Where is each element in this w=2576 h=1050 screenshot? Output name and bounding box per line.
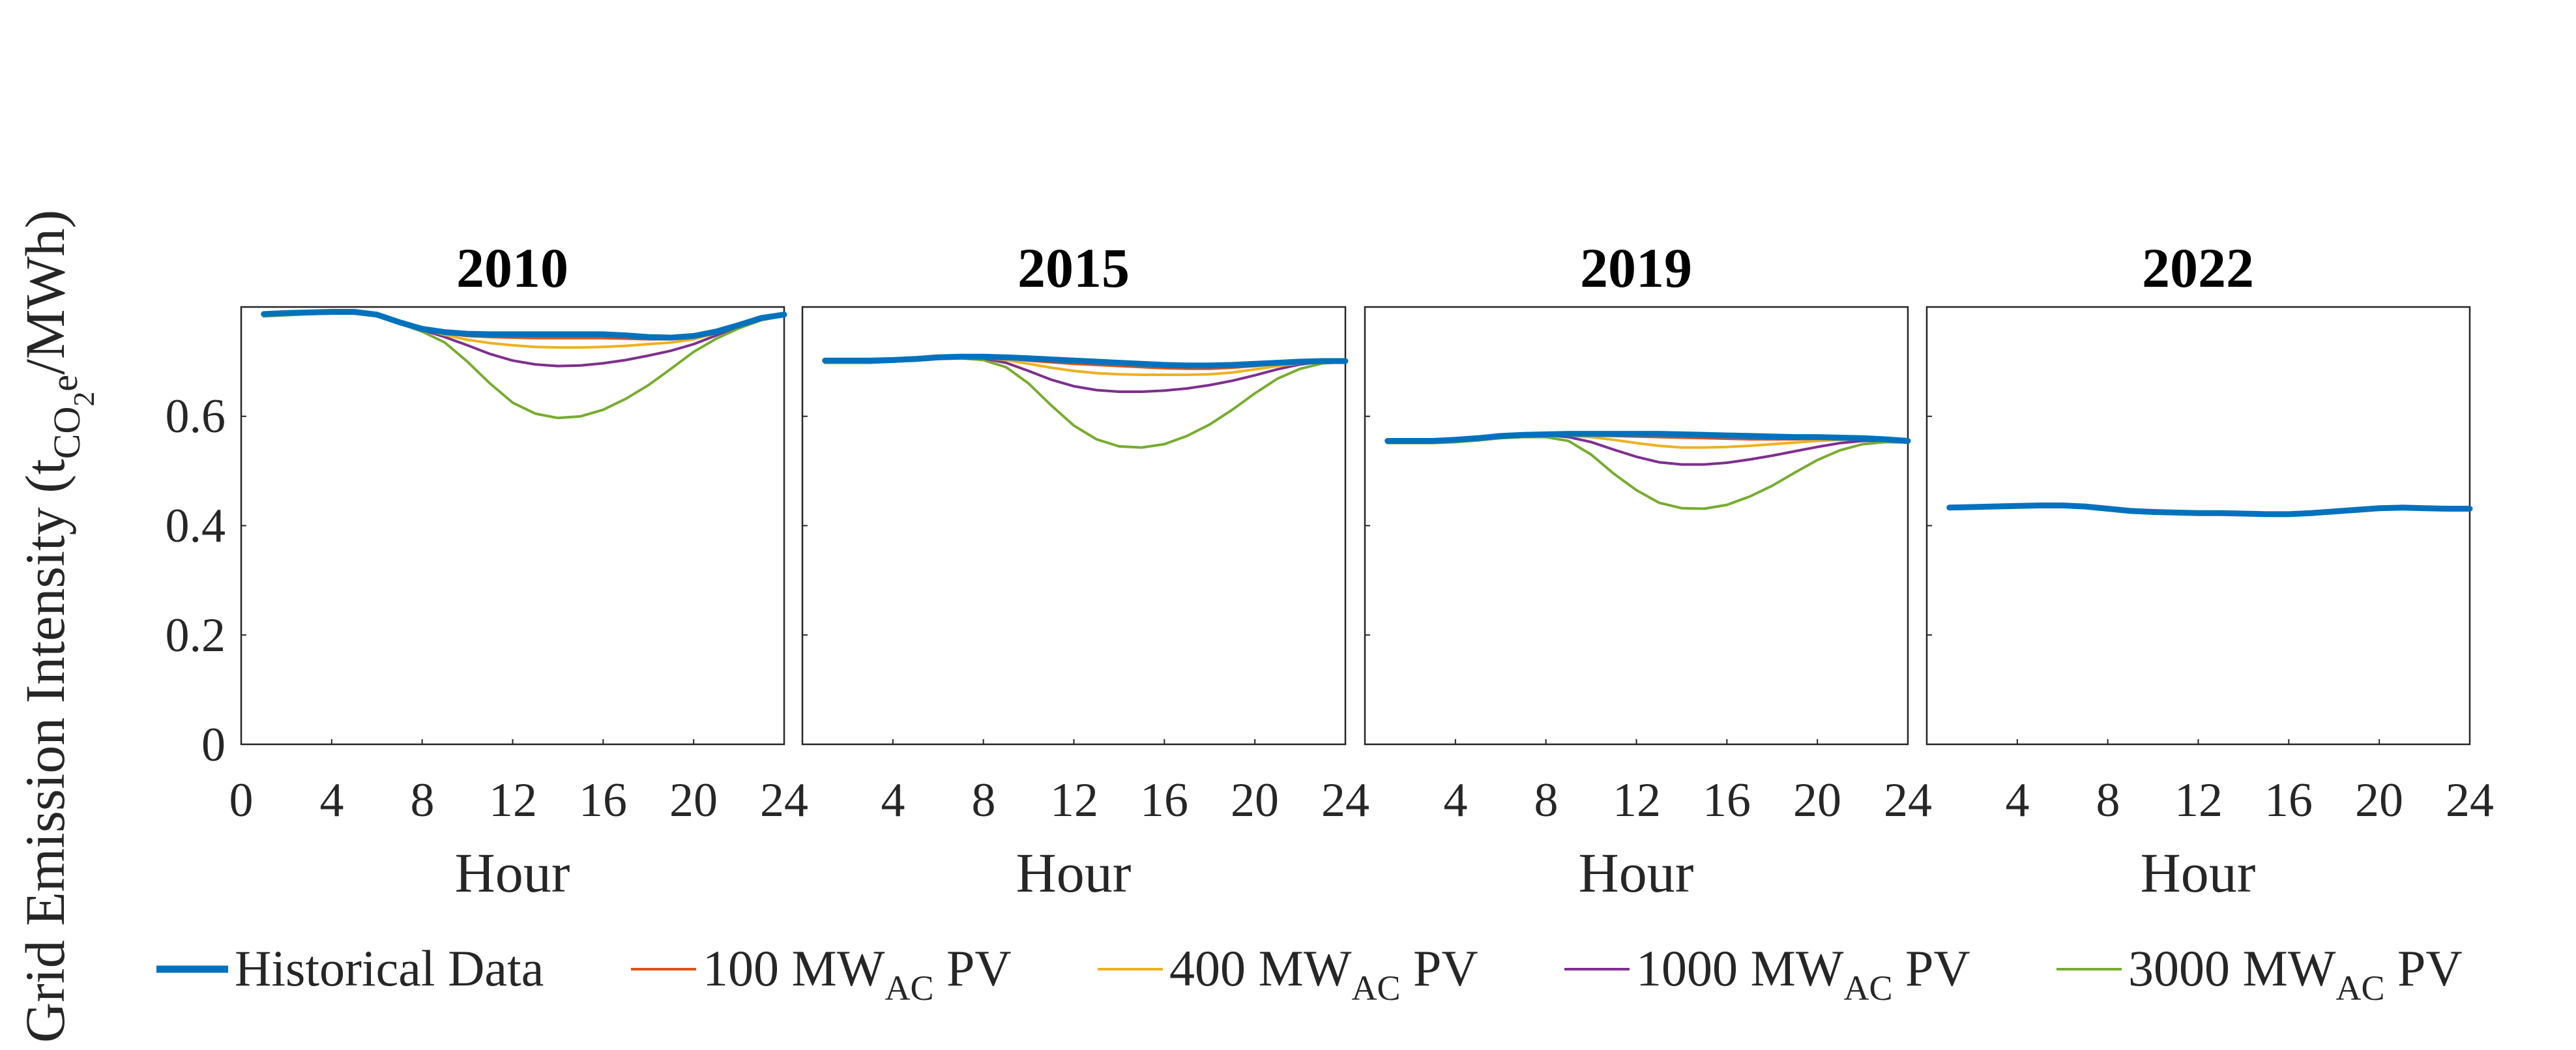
panel-2010: 2010 0 4 8 12 16 20 24 Hour (229, 237, 809, 904)
x-tick-label: 4 (1444, 774, 1468, 827)
y-axis-label-suffix: /MWh) (14, 210, 76, 375)
x-tick-label: 12 (2174, 774, 2223, 827)
series-line-historical (261, 309, 787, 341)
legend-label-pv3000: 3000 MWAC PV (2128, 940, 2463, 1008)
tick-marks (1364, 415, 1909, 745)
x-tick-label: 8 (972, 774, 996, 827)
y-tick-label: 0.6 (166, 390, 226, 443)
x-ticks: 0 4 8 12 16 20 24 (229, 774, 809, 827)
panel-2022: 2022 4 8 12 16 20 24 Hour (1925, 237, 2495, 904)
x-ticks: 4 8 12 16 20 24 (881, 774, 1370, 827)
y-tick-label: 0.4 (166, 499, 226, 553)
x-axis-label: Hour (1579, 841, 1694, 904)
y-axis-label-prefix: Grid Emission Intensity (t (14, 459, 76, 1043)
legend-label-historical: Historical Data (235, 940, 544, 997)
x-axis-label: Hour (1016, 841, 1132, 904)
panel-frame (1364, 306, 1909, 746)
panel-title: 2019 (1580, 237, 1692, 299)
y-tick-labels: 0 0.2 0.4 0.6 (166, 390, 226, 772)
x-tick-label: 24 (1321, 774, 1369, 827)
series-line-historical (822, 353, 1349, 369)
x-tick-label: 16 (1703, 774, 1751, 827)
series-lines (1926, 415, 2473, 745)
y-axis-label-sub-e: e (43, 375, 85, 392)
panel-frame (801, 306, 1347, 746)
x-ticks: 4 8 12 16 20 24 (2006, 774, 2495, 827)
y-axis-label-sub-co: CO (46, 407, 88, 459)
legend-label-pv100: 100 MWAC PV (703, 940, 1012, 1008)
x-tick-label: 4 (2006, 774, 2030, 827)
x-tick-label: 4 (881, 774, 905, 827)
x-tick-label: 24 (2446, 774, 2494, 827)
x-tick-label: 16 (1140, 774, 1188, 827)
series-line-historical (1946, 503, 2473, 518)
tick-marks (241, 415, 785, 745)
x-tick-label: 12 (1613, 774, 1661, 827)
panel-title: 2015 (1017, 237, 1130, 299)
x-tick-label: 8 (1534, 774, 1559, 827)
tick-marks (1926, 415, 2470, 745)
x-tick-label: 20 (1793, 774, 1841, 827)
x-tick-label: 20 (669, 774, 718, 827)
tick-marks (802, 415, 1346, 745)
y-axis-label: Grid Emission Intensity (tCO2e/MWh) (14, 210, 100, 1043)
x-axis-label: Hour (455, 841, 570, 904)
x-tick-label: 24 (1884, 774, 1932, 827)
x-axis-label: Hour (2141, 841, 2256, 904)
x-tick-label: 20 (2355, 774, 2403, 827)
panel-2015: 2015 4 8 12 16 20 24 Hour (801, 237, 1370, 904)
x-tick-label: 8 (411, 774, 435, 827)
x-tick-label: 8 (2096, 774, 2120, 827)
series-lines (1364, 415, 1911, 745)
y-tick-label: 0.2 (166, 609, 226, 662)
x-tick-label: 4 (320, 774, 344, 827)
y-tick-label: 0 (201, 718, 226, 772)
panel-frame (1925, 306, 2471, 746)
panel-title: 2022 (2142, 237, 2254, 299)
x-tick-label: 0 (229, 774, 254, 827)
x-tick-label: 24 (760, 774, 808, 827)
panel-2019: 2019 4 8 12 16 20 24 Hour (1364, 237, 1933, 904)
panel-title: 2010 (456, 237, 568, 299)
x-tick-label: 16 (2264, 774, 2313, 827)
x-tick-label: 12 (1050, 774, 1098, 827)
legend-label-pv1000: 1000 MWAC PV (1636, 940, 1970, 1008)
y-axis-label-sub-2: 2 (67, 392, 100, 407)
x-ticks: 4 8 12 16 20 24 (1444, 774, 1933, 827)
series-line-historical (1384, 431, 1911, 444)
legend-label-pv400: 400 MWAC PV (1169, 940, 1478, 1008)
series-lines (241, 309, 787, 745)
x-tick-label: 16 (579, 774, 627, 827)
series-lines (802, 353, 1349, 745)
x-tick-label: 12 (489, 774, 537, 827)
legend: Historical Data 100 MWAC PV 400 MWAC PV … (156, 940, 2463, 1008)
x-tick-label: 20 (1231, 774, 1279, 827)
panel-frame (240, 306, 785, 746)
